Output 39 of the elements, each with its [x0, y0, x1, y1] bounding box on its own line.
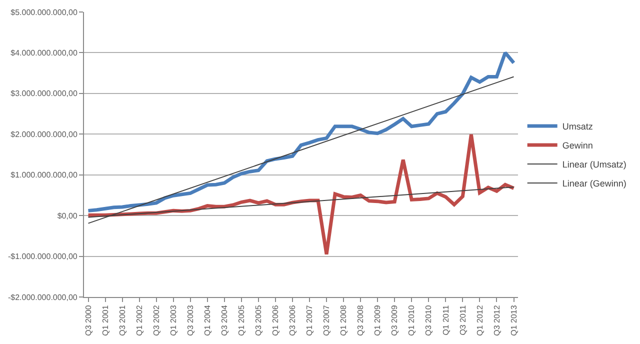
- x-tick-label: Q1 2003: [168, 304, 178, 336]
- x-tick-label: Q1 2006: [271, 304, 280, 336]
- y-tick-label: $4.000.000.000,00: [10, 48, 78, 58]
- x-tick-label: Q3 2009: [390, 304, 400, 336]
- x-tick-label: Q1 2009: [373, 304, 382, 336]
- legend-label: Linear (Umsatz): [562, 160, 626, 170]
- x-tick-label: Q3 2010: [424, 304, 434, 336]
- x-tick-label: Q3 2007: [322, 304, 332, 336]
- x-tick-label: Q3 2004: [220, 304, 230, 336]
- x-tick-label: Q1 2001: [100, 304, 110, 336]
- x-tick-label: Q3 2003: [186, 304, 195, 336]
- line-series: [86, 50, 516, 212]
- y-tick-label: $5.000.000.000,00: [10, 8, 78, 17]
- x-tick-label: Q1 2011: [441, 304, 450, 336]
- y-tick-label: $0,00: [57, 211, 78, 220]
- x-tick-label: Q1 2010: [407, 304, 416, 336]
- y-tick-label: $3.000.000.000,00: [10, 89, 78, 98]
- x-tick-label: Q3 2002: [152, 304, 161, 336]
- x-tick-label: Q1 2013: [509, 304, 518, 336]
- y-tick-label: $1.000.000.000,00: [10, 170, 78, 180]
- x-tick-label: Q3 2000: [84, 304, 93, 336]
- x-tick-label: Q3 2008: [356, 304, 366, 336]
- legend-label: Umsatz: [562, 122, 594, 132]
- legend-label: Gewinn: [562, 140, 593, 151]
- x-tick-label: Q3 2011: [458, 304, 468, 336]
- y-tick-label: $2.000.000.000,00: [10, 130, 78, 139]
- x-tick-label: Q1 2012: [475, 304, 484, 336]
- x-tick-label: Q3 2005: [254, 304, 264, 336]
- x-tick-label: Q1 2005: [237, 304, 246, 336]
- y-tick-label: -$2.000.000.000,00: [8, 292, 78, 302]
- x-tick-label: Q3 2012: [492, 304, 502, 336]
- x-tick-label: Q1 2008: [339, 304, 348, 336]
- x-tick-label: Q3 2001: [118, 304, 127, 336]
- x-tick-label: Q1 2007: [305, 304, 314, 336]
- x-tick-label: Q1 2002: [134, 304, 144, 336]
- legend-label: Linear (Gewinn): [562, 178, 626, 189]
- x-tick-label: Q3 2006: [288, 304, 298, 336]
- y-tick-label: -$1.000.000.000,00: [8, 252, 78, 262]
- x-tick-label: Q1 2004: [202, 304, 212, 336]
